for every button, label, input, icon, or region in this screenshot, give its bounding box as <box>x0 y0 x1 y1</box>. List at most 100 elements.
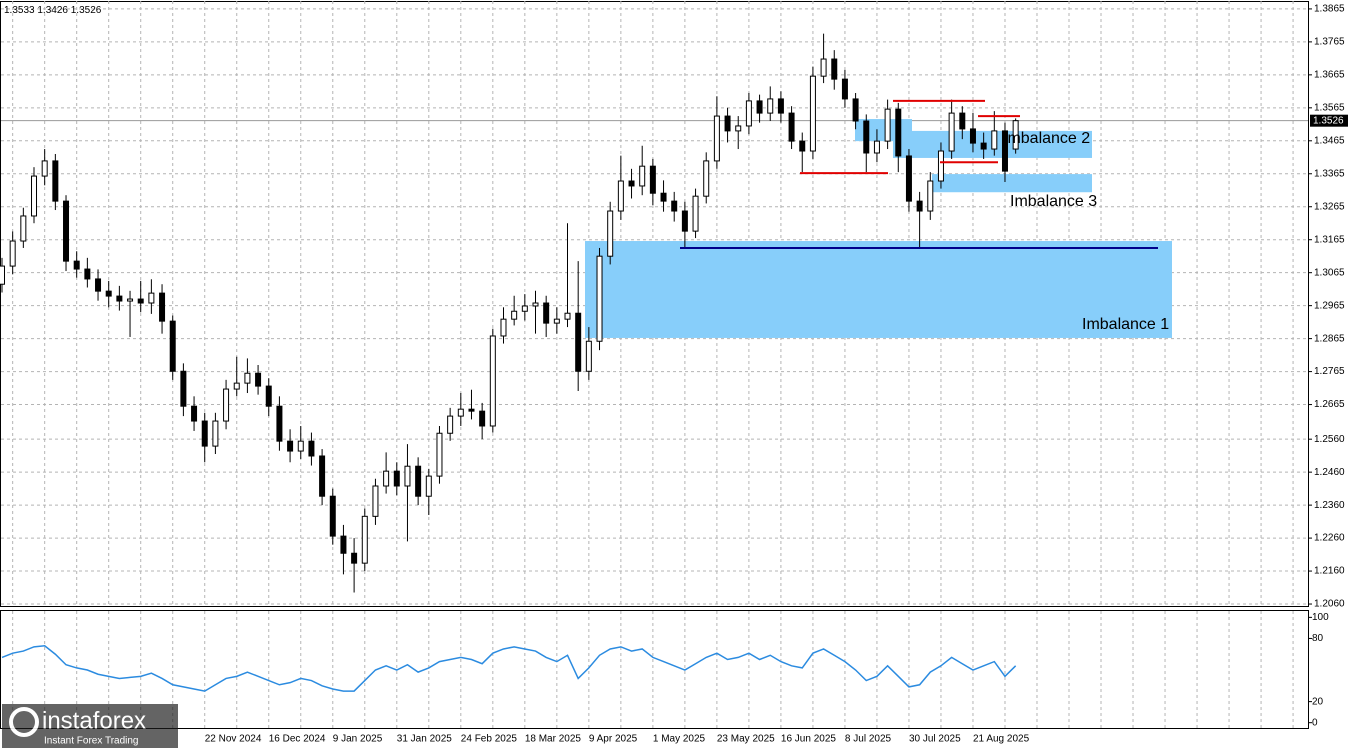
candle-body <box>831 58 838 80</box>
candle-body <box>916 200 923 212</box>
candle-body <box>735 125 742 132</box>
candle-body <box>233 382 240 390</box>
candle-body <box>319 455 326 497</box>
candle-body <box>948 112 955 152</box>
y-tick-label: 100 <box>1312 612 1329 623</box>
candle-body <box>660 192 667 202</box>
candle-body <box>745 100 752 127</box>
candle-body <box>393 470 400 487</box>
candle-body <box>991 130 998 150</box>
candle-body <box>521 305 528 312</box>
zone-label: Imbalance 3 <box>1010 193 1097 210</box>
candle-body <box>137 298 144 304</box>
candle-body <box>180 370 187 407</box>
y-tick-label: 1.2260 <box>1314 533 1345 544</box>
current-price-box <box>1310 114 1348 127</box>
candle-body <box>788 112 795 142</box>
candle-body <box>703 160 710 197</box>
x-tick-label: 18 Mar 2025 <box>525 734 582 745</box>
candle-body <box>713 115 720 162</box>
candle-body <box>265 385 272 407</box>
y-tick-label: 1.2965 <box>1314 300 1345 311</box>
candle-body <box>937 150 944 182</box>
candle-body <box>276 405 283 442</box>
x-tick-label: 21 Aug 2025 <box>973 734 1030 745</box>
candle-body <box>20 215 27 242</box>
zone-label: Imbalance 1 <box>1082 316 1169 333</box>
candle-body <box>201 420 208 447</box>
x-tick-label: 16 Dec 2024 <box>269 734 326 745</box>
x-tick-label: 23 May 2025 <box>717 734 775 745</box>
candle-body <box>873 140 880 154</box>
candle-body <box>223 388 230 422</box>
candle-body <box>767 98 774 114</box>
candle-body <box>105 290 112 297</box>
indicator-pane <box>0 610 1309 729</box>
candle-body <box>191 405 198 422</box>
y-tick-label: 1.3165 <box>1314 234 1345 245</box>
candle-body <box>73 260 80 270</box>
candle-body <box>436 432 443 477</box>
y-tick-label: 1.3365 <box>1314 168 1345 179</box>
x-tick-label: 9 Jan 2025 <box>333 734 383 745</box>
imbalance-zone <box>932 174 1092 193</box>
candle-body <box>9 240 16 267</box>
candle-body <box>895 108 902 157</box>
candle-body <box>649 165 656 194</box>
candle-body <box>564 312 571 320</box>
candle-body <box>468 408 475 412</box>
y-tick-label: 1.3465 <box>1314 135 1345 146</box>
candle-body <box>585 340 592 372</box>
candle-body <box>0 265 5 285</box>
y-tick-label: 1.3065 <box>1314 267 1345 278</box>
y-tick-label: 80 <box>1312 633 1324 644</box>
candle-body <box>169 320 176 372</box>
candle-body <box>415 465 422 497</box>
x-tick-label: 31 Jan 2025 <box>397 734 452 745</box>
y-tick-label: 1.2160 <box>1314 566 1345 577</box>
x-tick-label: 8 Jul 2025 <box>845 734 892 745</box>
y-tick-label: 1.3665 <box>1314 69 1345 80</box>
candle-body <box>52 160 59 202</box>
zone-label: Imbalance 2 <box>1003 130 1090 147</box>
candle-body <box>425 475 432 497</box>
y-tick-label: 1.3565 <box>1314 102 1345 113</box>
candle-body <box>756 100 763 114</box>
candle-body <box>820 58 827 77</box>
candle-body <box>959 112 966 130</box>
candle-body <box>841 78 848 100</box>
y-tick-label: 1.2665 <box>1314 399 1345 410</box>
candle-body <box>255 372 262 387</box>
candle-body <box>969 128 976 144</box>
candle-body <box>692 195 699 232</box>
last-low: 1.3426 <box>37 5 68 16</box>
candle-body <box>404 465 411 487</box>
x-tick-label: 1 May 2025 <box>653 734 706 745</box>
candle-body <box>116 295 123 302</box>
candle-body <box>724 115 731 132</box>
candle-body <box>361 515 368 564</box>
watermark-icon <box>9 707 39 737</box>
candle-body <box>628 180 635 187</box>
candle-body <box>671 200 678 212</box>
imbalance-zone <box>585 241 1172 338</box>
candle-body <box>500 318 507 337</box>
candle-body <box>639 165 646 187</box>
x-tick-label: 30 Jul 2025 <box>909 734 961 745</box>
candle-body <box>553 318 560 324</box>
oscillator-line <box>1 645 1017 692</box>
candle-body <box>351 552 358 564</box>
candle-body <box>681 210 688 232</box>
candle-body <box>777 98 784 114</box>
y-tick-label: 1.3265 <box>1314 201 1345 212</box>
y-tick-label: 1.2865 <box>1314 333 1345 344</box>
candles <box>0 33 1019 593</box>
y-tick-label: 1.2060 <box>1314 599 1345 610</box>
y-tick-label: 1.2460 <box>1314 467 1345 478</box>
current-price-label: 1.3526 <box>1313 115 1344 126</box>
candle-body <box>31 175 38 217</box>
candle-body <box>884 108 891 142</box>
candle-body <box>457 408 464 417</box>
candle-body <box>596 255 603 342</box>
